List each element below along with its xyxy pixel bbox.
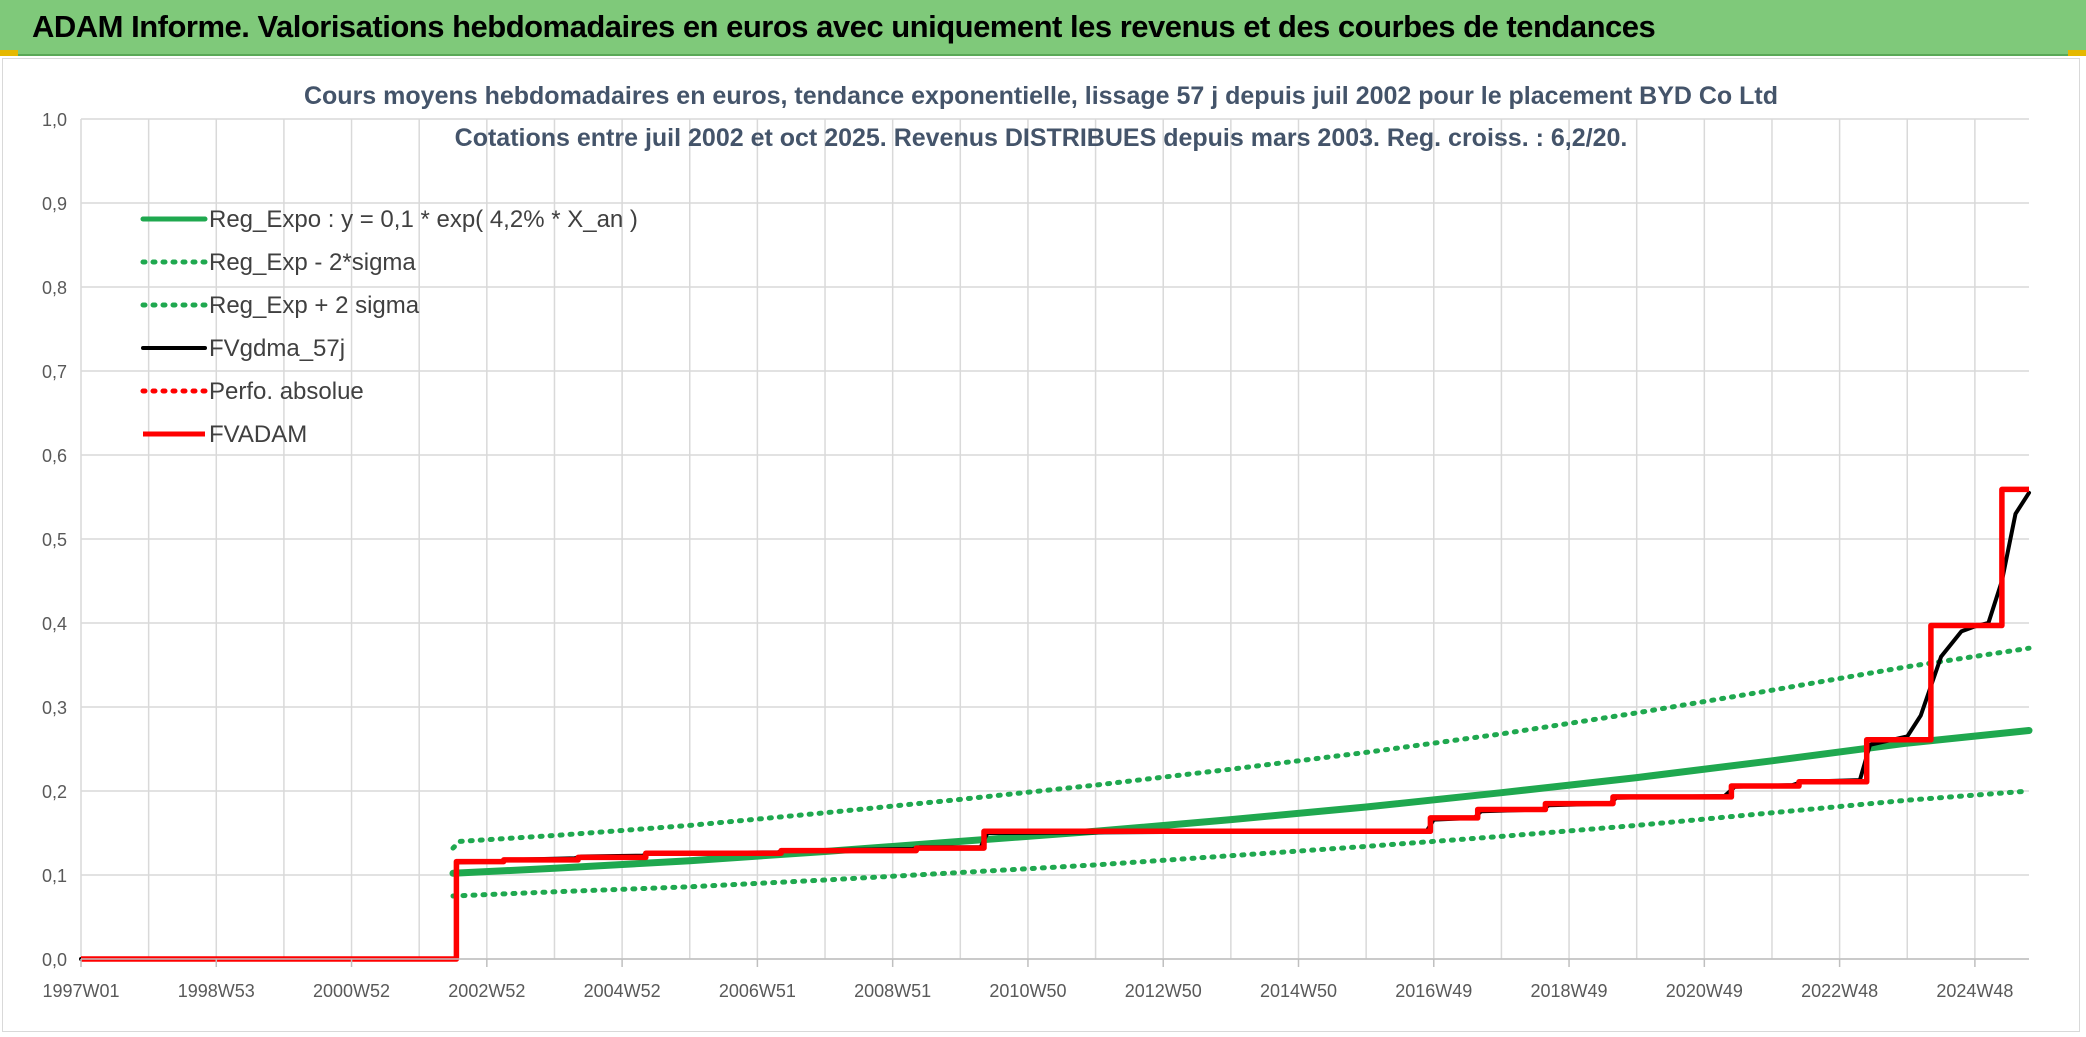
legend-label-2: Reg_Exp + 2 sigma xyxy=(209,292,420,319)
x-tick-label: 2000W52 xyxy=(313,981,390,1001)
y-tick-label: 0,4 xyxy=(42,614,67,634)
series xyxy=(79,486,2033,962)
page-title: ADAM Informe. Valorisations hebdomadaire… xyxy=(32,9,1656,44)
legend-label-3: FVgdma_57j xyxy=(209,335,345,362)
y-tick-label: 0,1 xyxy=(42,866,67,886)
header-bar: ADAM Informe. Valorisations hebdomadaire… xyxy=(0,0,2086,56)
x-tick-label: 2020W49 xyxy=(1666,981,1743,1001)
x-tick-label: 1997W01 xyxy=(42,981,119,1001)
x-tick-label: 2004W52 xyxy=(584,981,661,1001)
x-tick-label: 2022W48 xyxy=(1801,981,1878,1001)
y-tick-label: 0,7 xyxy=(42,362,67,382)
y-tick-label: 0,6 xyxy=(42,446,67,466)
chart-subtitle: Cotations entre juil 2002 et oct 2025. R… xyxy=(455,124,1628,152)
corner-marker-right xyxy=(2068,50,2086,56)
x-tick-label: 2018W49 xyxy=(1531,981,1608,1001)
corner-marker-left xyxy=(0,50,18,56)
x-tick-label: 2002W52 xyxy=(448,981,525,1001)
x-tick-label: 2012W50 xyxy=(1125,981,1202,1001)
chart-title: Cours moyens hebdomadaires en euros, ten… xyxy=(304,82,1778,110)
chart-frame: Cours moyens hebdomadaires en euros, ten… xyxy=(2,58,2080,1032)
y-tick-label: 1,0 xyxy=(42,110,67,130)
series-line-1 xyxy=(450,788,2032,899)
series-line-3 xyxy=(79,490,2031,961)
legend-label-4: Perfo. absolue xyxy=(209,378,364,405)
x-tick-label: 2008W51 xyxy=(854,981,931,1001)
legend-label-0: Reg_Expo : y = 0,1 * exp( 4,2% * X_an ) xyxy=(209,206,638,233)
y-tick-label: 0,8 xyxy=(42,278,67,298)
chart: Cours moyens hebdomadaires en euros, ten… xyxy=(42,82,2033,1001)
x-tick-label: 2010W50 xyxy=(989,981,1066,1001)
series-line-5 xyxy=(81,486,2029,962)
x-tick-label: 2016W49 xyxy=(1395,981,1472,1001)
y-tick-label: 0,5 xyxy=(42,530,67,550)
grid xyxy=(80,118,2029,960)
y-tick-label: 0,9 xyxy=(42,194,67,214)
x-tick-label: 2006W51 xyxy=(719,981,796,1001)
y-tick-label: 0,0 xyxy=(42,950,67,970)
x-tick-label: 1998W53 xyxy=(178,981,255,1001)
axes: 0,0 0,1 0,2 0,3 0,4 0,5 0,6 0,7 0,8 0,9 1,0 1997W01… xyxy=(42,110,2029,1001)
x-tick-label: 2014W50 xyxy=(1260,981,1337,1001)
x-tick-label: 2024W48 xyxy=(1936,981,2013,1001)
legend-label-5: FVADAM xyxy=(209,421,307,448)
y-tick-label: 0,3 xyxy=(42,698,67,718)
legend-label-1: Reg_Exp - 2*sigma xyxy=(209,249,416,276)
legend: Reg_Expo : y = 0,1 * exp( 4,2% * X_an ) R… xyxy=(140,206,638,448)
y-tick-label: 0,2 xyxy=(42,782,67,802)
series-line-0 xyxy=(449,727,2033,877)
series-line-2 xyxy=(450,645,2032,851)
